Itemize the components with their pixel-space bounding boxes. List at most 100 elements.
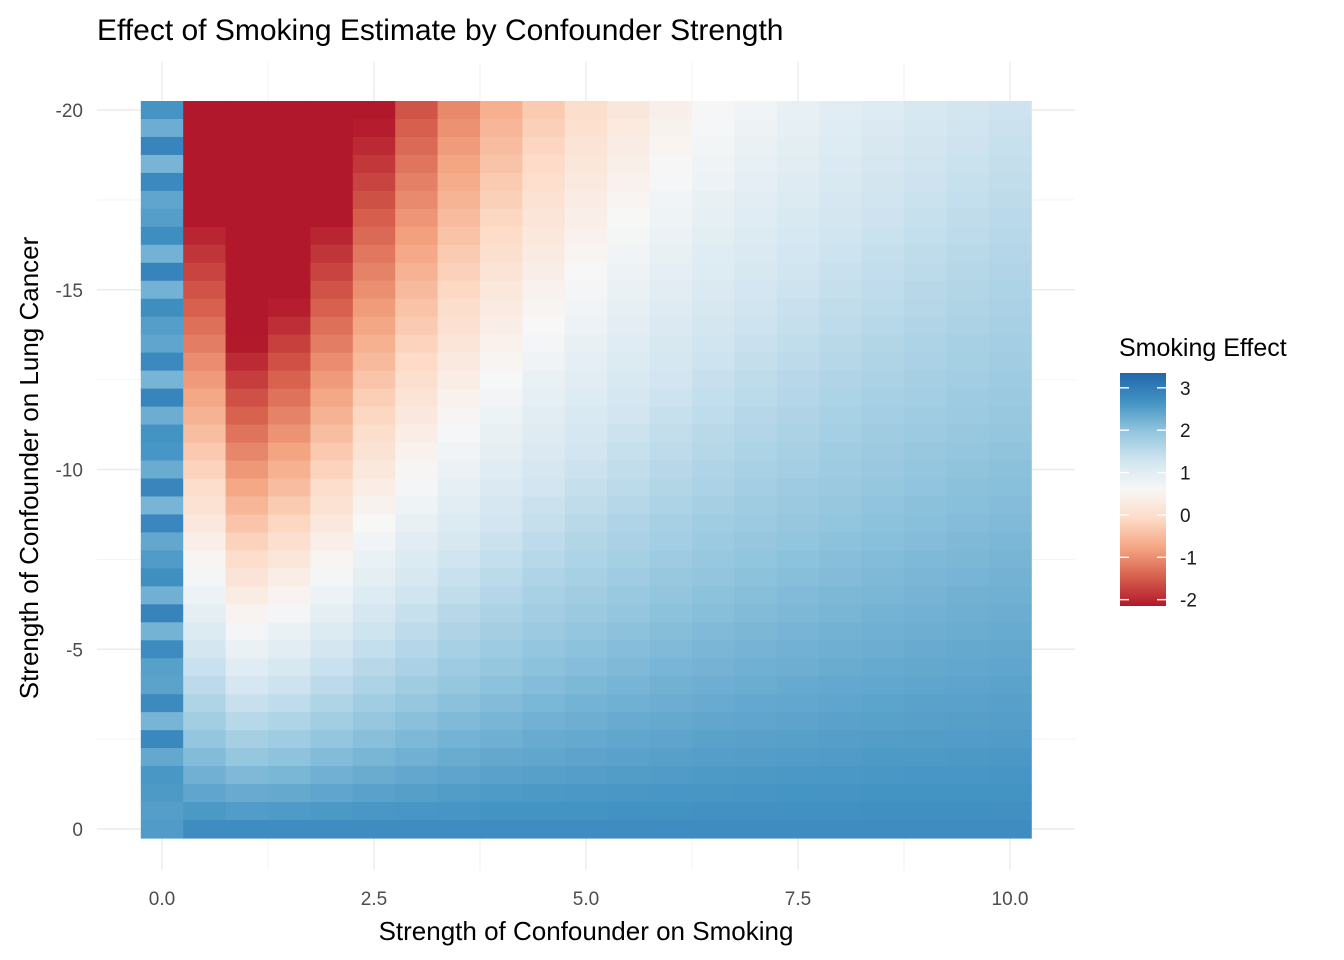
heatmap-cell xyxy=(183,676,227,695)
heatmap-cell xyxy=(734,442,778,462)
heatmap-cell xyxy=(946,280,990,300)
heatmap-cell xyxy=(988,262,1032,282)
heatmap-cell xyxy=(310,784,354,803)
heatmap-cell xyxy=(988,334,1032,354)
heatmap-cell xyxy=(946,244,990,264)
heatmap-cell xyxy=(946,478,990,498)
heatmap-cell xyxy=(692,334,735,354)
heatmap-cell xyxy=(522,190,566,210)
heatmap-cell xyxy=(734,532,778,551)
heatmap-cell xyxy=(819,802,863,821)
heatmap-cell xyxy=(225,172,269,192)
heatmap-cell xyxy=(649,208,693,228)
heatmap-cell xyxy=(395,586,439,605)
heatmap-cell xyxy=(140,118,184,138)
heatmap-cell xyxy=(776,766,820,785)
heatmap-cell xyxy=(904,496,947,516)
heatmap-cell xyxy=(861,658,905,677)
heatmap-cell xyxy=(480,262,523,282)
heatmap-cell xyxy=(310,262,354,282)
heatmap-cell xyxy=(225,604,269,623)
heatmap-cell xyxy=(310,712,354,731)
heatmap-cell xyxy=(692,244,735,264)
heatmap-cell xyxy=(564,442,608,462)
heatmap-cell xyxy=(988,748,1032,767)
heatmap-cell xyxy=(352,226,396,246)
heatmap-cell xyxy=(649,478,693,498)
heatmap-cell xyxy=(649,568,693,587)
heatmap-cell xyxy=(819,118,863,138)
heatmap-cell xyxy=(268,568,311,587)
heatmap-cell xyxy=(734,352,778,372)
heatmap-cell xyxy=(395,424,439,444)
heatmap-cell xyxy=(352,460,396,480)
heatmap-cell xyxy=(946,370,990,390)
heatmap-cell xyxy=(225,712,269,731)
heatmap-cell xyxy=(522,316,566,336)
heatmap-cell xyxy=(522,820,566,839)
heatmap-cell xyxy=(904,802,947,821)
heatmap-cell xyxy=(649,766,693,785)
heatmap-cell xyxy=(734,676,778,695)
heatmap-cell xyxy=(692,262,735,282)
heatmap-cell xyxy=(522,154,566,174)
heatmap-cell xyxy=(480,101,523,120)
heatmap-cell xyxy=(395,802,439,821)
heatmap-cell xyxy=(988,370,1032,390)
heatmap-cell xyxy=(480,730,523,749)
heatmap-cell xyxy=(140,190,184,210)
heatmap-cell xyxy=(819,478,863,498)
heatmap-cell xyxy=(734,730,778,749)
heatmap-cell xyxy=(352,316,396,336)
heatmap-cell xyxy=(692,658,735,677)
heatmap-cell xyxy=(183,406,227,426)
heatmap-cell xyxy=(649,406,693,426)
heatmap-cell xyxy=(480,478,523,498)
heatmap-cell xyxy=(183,622,227,641)
heatmap-cell xyxy=(268,280,311,300)
heatmap-cell xyxy=(988,208,1032,228)
heatmap-cell xyxy=(649,694,693,713)
heatmap-cell xyxy=(395,316,439,336)
x-tick-label: 5.0 xyxy=(573,889,599,910)
heatmap-cell xyxy=(437,694,481,713)
heatmap-cell xyxy=(861,370,905,390)
heatmap-cell xyxy=(310,694,354,713)
heatmap-cell xyxy=(352,406,396,426)
heatmap-cell xyxy=(946,532,990,551)
heatmap-cell xyxy=(437,118,481,138)
heatmap-cell xyxy=(310,586,354,605)
heatmap-cell xyxy=(946,676,990,695)
heatmap-cell xyxy=(861,802,905,821)
heatmap-cell xyxy=(904,532,947,551)
heatmap-cell xyxy=(140,316,184,336)
heatmap-cell xyxy=(564,478,608,498)
heatmap-cell xyxy=(225,352,269,372)
heatmap-cell xyxy=(564,101,608,120)
heatmap-cell xyxy=(734,316,778,336)
heatmap-cell xyxy=(776,532,820,551)
heatmap-cell xyxy=(649,622,693,641)
heatmap-cell xyxy=(904,298,947,318)
heatmap-cell xyxy=(395,244,439,264)
heatmap-cell xyxy=(352,712,396,731)
x-tick-label: 10.0 xyxy=(992,889,1029,910)
heatmap-cell xyxy=(225,784,269,803)
heatmap-cell xyxy=(183,172,227,192)
heatmap-cell xyxy=(395,604,439,623)
heatmap-cell xyxy=(988,622,1032,641)
heatmap-cell xyxy=(310,532,354,551)
heatmap-cell xyxy=(140,334,184,354)
legend-tick-label: 3 xyxy=(1180,379,1191,400)
heatmap-cell xyxy=(480,370,523,390)
heatmap-cell xyxy=(564,424,608,444)
heatmap-cell xyxy=(480,208,523,228)
heatmap-cell xyxy=(522,136,566,156)
heatmap-cell xyxy=(225,388,269,408)
heatmap-cell xyxy=(819,136,863,156)
heatmap-cell xyxy=(776,298,820,318)
heatmap-cell xyxy=(140,442,184,462)
heatmap-cell xyxy=(310,226,354,246)
heatmap-cell xyxy=(140,280,184,300)
heatmap-cell xyxy=(310,604,354,623)
